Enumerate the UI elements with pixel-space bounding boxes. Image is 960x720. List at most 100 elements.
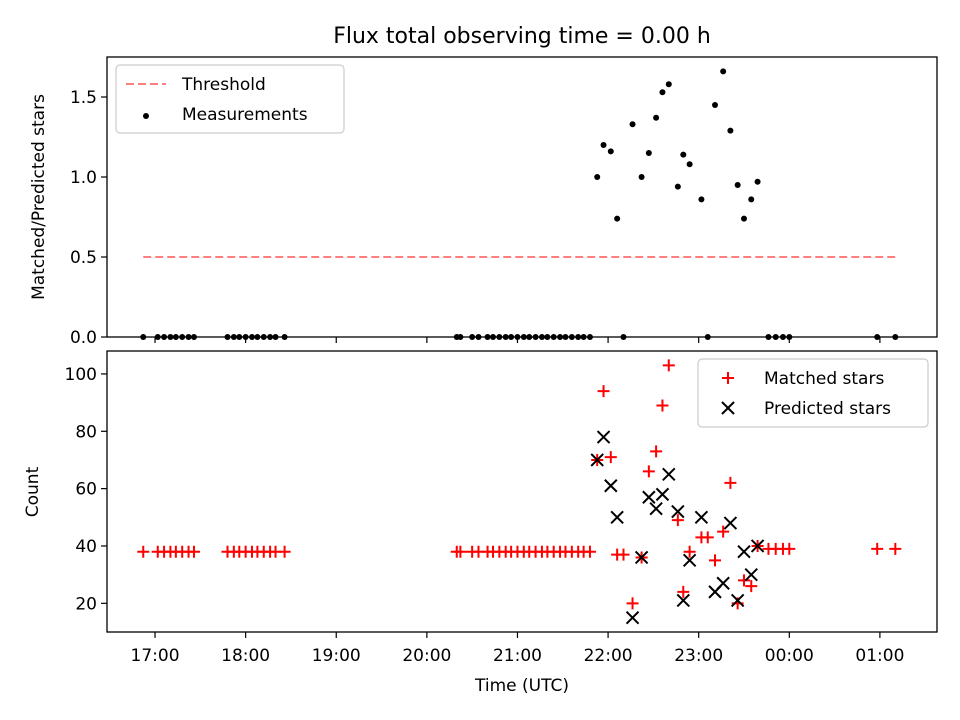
top-legend: Threshold Measurements [115,64,345,134]
measurement-point [748,196,755,203]
legend-label: Threshold [181,75,266,95]
predicted-star-point [682,553,697,568]
predicted-star-point [610,510,624,525]
matched-star-point [889,542,902,555]
bottom-axes-frame [106,350,938,633]
matched-star-point [656,399,669,412]
bottom-plot-area: 20 40 60 80 100 17:00 18:00 19:00 20:00 21:00 22:0… [65,350,938,666]
x-tick-label: 00:00 [765,646,814,666]
x-tick-label: 01:00 [855,646,904,666]
measurement-point [607,148,614,155]
measurement-point [712,102,719,108]
bottom-y-tick-label: 40 [75,537,97,557]
matched-star-point [597,385,610,398]
predicted-star-point [750,539,765,553]
matched-star-point [709,554,722,567]
matched-star-point [724,476,737,489]
predicted-star-point [671,504,685,519]
measurement-point [698,196,705,203]
bottom-y-tick-label: 20 [75,594,97,614]
matched-star-point [642,465,655,478]
predicted-star-point [655,487,670,502]
measurement-point [659,89,666,96]
x-tick-label: 19:00 [312,646,361,666]
matched-star-point [617,548,630,561]
measurement-point [629,121,636,128]
matched-star-point [683,545,696,558]
measurement-point [665,81,672,88]
predicted-star-point [737,545,751,559]
measurement-point [638,174,645,180]
matched-star-point [650,445,663,458]
predicted-star-point [676,593,690,608]
matched-star-point [701,531,714,544]
matched-star-point [454,545,467,558]
bottom-legend-box [697,358,929,428]
top-axes-frame [106,56,938,338]
predicted-star-point [716,576,730,590]
x-tick-label: 23:00 [674,646,723,666]
predicted-star-point [649,501,663,516]
bottom-y-tick-label: 100 [65,365,97,385]
predicted-star-point [723,516,738,530]
measurement-point [594,174,601,180]
measurement-point [653,114,660,121]
bottom-legend: Matched stars Predicted stars [697,358,929,428]
matched-star-point [783,542,796,555]
legend-matched-swatch [722,372,734,384]
top-y-axis-label: Matched/Predicted stars [29,94,49,300]
x-tick-label: 20:00 [402,646,451,666]
measurement-point [645,150,652,156]
measurement-point [734,182,741,188]
x-tick-label: 21:00 [493,646,542,666]
top-y-tick-label: 0.5 [70,248,97,268]
bottom-y-axis-label: Count [23,466,43,517]
predicted-star-point [604,479,618,493]
predicted-star-point [590,453,604,467]
matched-star-point [671,514,684,527]
predicted-star-point [625,610,640,625]
matched-star-point [871,542,884,555]
matched-star-point [604,451,617,464]
legend-measurement-swatch [143,113,149,119]
top-y-tick-label: 1.5 [70,88,97,108]
predicted-star-point [642,490,656,504]
top-legend-box [115,64,345,134]
measurement-point [727,127,734,134]
legend-label: Predicted stars [764,399,891,419]
matched-star-point [278,545,291,558]
matched-star-point [677,585,690,598]
predicted-star-point [694,510,709,525]
matched-star-point [662,359,675,372]
measurement-point [674,183,681,190]
predicted-star-point [596,430,611,444]
legend-predicted-swatch [721,401,735,415]
bottom-y-tick-label: 80 [75,422,97,442]
top-y-tick-label: 1.0 [70,168,97,188]
matched-star-point [626,597,639,610]
x-axis-label: Time (UTC) [474,676,569,696]
top-plot-area: 0.0 0.5 1.0 1.5 Threshold Measurements [70,56,938,348]
legend-label: Measurements [182,105,308,125]
x-tick-label: 22:00 [584,646,633,666]
matched-star-point [187,545,200,558]
predicted-star-point [634,550,649,565]
measurement-point [680,151,687,158]
top-y-tick-label: 0.0 [70,328,97,348]
measurement-point [686,161,693,168]
x-tick-label: 17:00 [131,646,180,666]
x-tick-label: 18:00 [221,646,270,666]
matched-star-point [137,545,150,558]
predicted-star-point [744,567,758,582]
measurement-point [720,68,727,75]
matched-star-point [745,580,758,593]
matched-star-point [583,545,596,558]
bottom-y-tick-label: 60 [75,480,97,500]
measurement-point [600,142,607,148]
legend-label: Matched stars [764,369,884,389]
matched-star-point [737,574,750,587]
measurement-point [740,215,747,222]
predicted-star-point [662,467,676,482]
predicted-star-point [730,593,745,608]
